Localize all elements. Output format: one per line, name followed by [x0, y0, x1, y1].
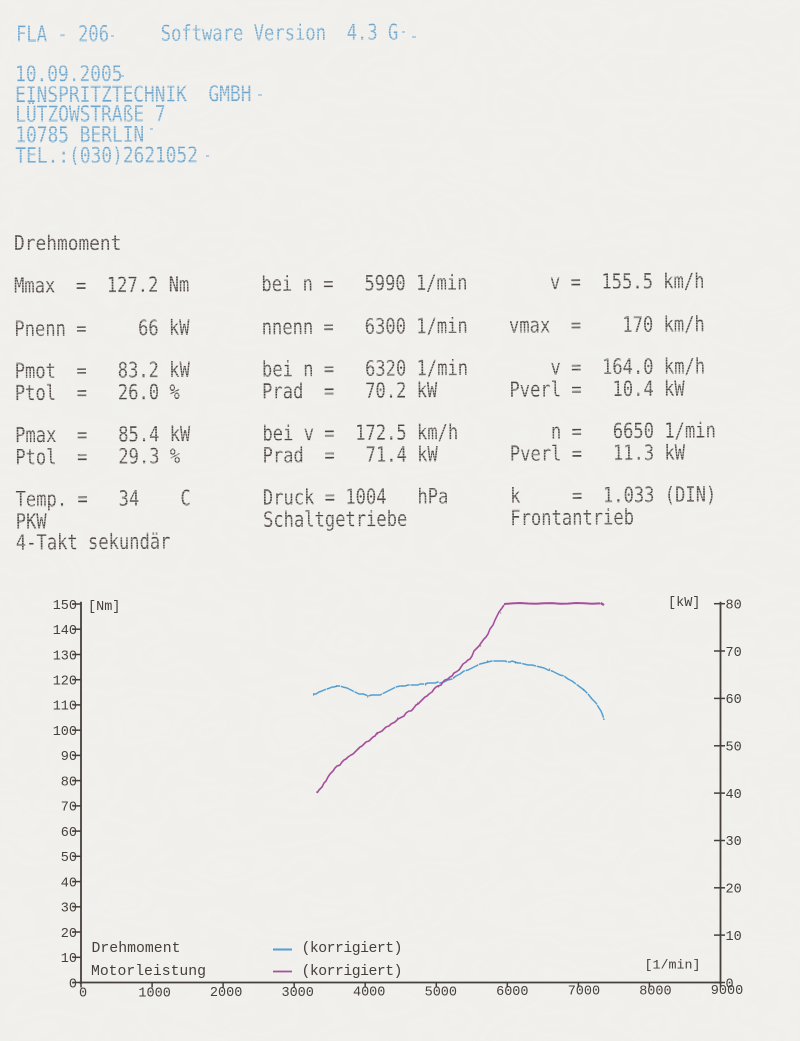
svg-text:70: 70 — [726, 646, 742, 661]
svg-text:30: 30 — [726, 835, 742, 850]
svg-text:100: 100 — [53, 725, 77, 740]
svg-text:3000: 3000 — [281, 986, 313, 1001]
svg-text:90: 90 — [61, 750, 77, 765]
svg-text:80: 80 — [61, 775, 77, 790]
svg-text:40: 40 — [726, 788, 742, 803]
svg-text:4000: 4000 — [353, 986, 385, 1001]
svg-text:0: 0 — [69, 977, 77, 992]
svg-text:[kW]: [kW] — [668, 596, 700, 611]
svg-text:50: 50 — [61, 851, 77, 866]
svg-text:5000: 5000 — [425, 985, 457, 1000]
svg-text:[1/min]: [1/min] — [645, 958, 701, 973]
svg-text:150: 150 — [53, 599, 77, 614]
svg-text:10: 10 — [726, 930, 742, 945]
svg-text:Motorleistung: Motorleistung — [91, 964, 206, 980]
svg-text:140: 140 — [53, 624, 77, 639]
svg-text:20: 20 — [61, 927, 77, 942]
svg-text:70: 70 — [61, 801, 77, 816]
svg-text:7000: 7000 — [568, 985, 600, 1000]
svg-text:60: 60 — [726, 693, 742, 708]
svg-text:(korrigiert): (korrigiert) — [302, 964, 403, 980]
svg-text:0: 0 — [726, 977, 734, 992]
svg-text:[Nm]: [Nm] — [88, 600, 120, 615]
svg-text:110: 110 — [53, 700, 77, 715]
svg-text:50: 50 — [726, 741, 742, 756]
svg-text:(korrigiert): (korrigiert) — [302, 941, 403, 957]
svg-text:9000: 9000 — [711, 984, 743, 999]
svg-text:8000: 8000 — [639, 984, 671, 999]
svg-text:6000: 6000 — [496, 985, 528, 1000]
svg-text:10: 10 — [61, 952, 77, 967]
svg-text:60: 60 — [61, 826, 77, 841]
svg-text:40: 40 — [61, 876, 77, 891]
svg-text:20: 20 — [726, 883, 742, 898]
svg-text:130: 130 — [53, 649, 77, 664]
svg-text:80: 80 — [726, 599, 742, 614]
svg-text:0: 0 — [79, 987, 87, 1002]
svg-text:30: 30 — [61, 902, 77, 917]
svg-text:Drehmoment: Drehmoment — [92, 941, 181, 957]
svg-text:2000: 2000 — [210, 986, 242, 1001]
svg-text:1000: 1000 — [138, 986, 170, 1001]
svg-text:120: 120 — [53, 675, 77, 690]
